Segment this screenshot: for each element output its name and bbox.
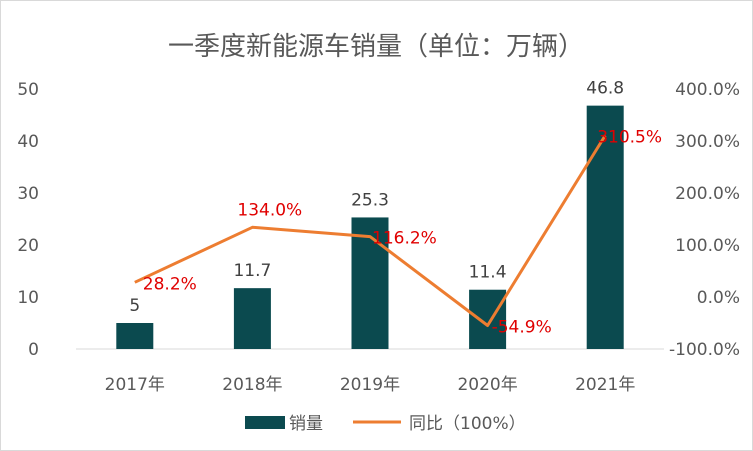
right-tick-label: -100.0% xyxy=(669,340,740,360)
bar xyxy=(586,105,624,349)
bar xyxy=(233,288,271,349)
x-tick-label: 2021年 xyxy=(575,375,635,395)
left-tick-label: 10 xyxy=(17,288,39,308)
left-tick-label: 0 xyxy=(28,340,39,360)
line-value-label: 28.2% xyxy=(143,274,197,294)
legend-swatch-bar xyxy=(245,416,285,429)
bar-value-label: 11.4 xyxy=(469,263,507,283)
bar-labels: 5 11.7 25.3 11.4 46.8 xyxy=(129,79,624,316)
bar xyxy=(469,289,507,349)
right-tick-label: 200.0% xyxy=(675,184,740,204)
left-tick-label: 50 xyxy=(17,80,39,100)
right-tick-label: 400.0% xyxy=(675,80,740,100)
bar-value-label: 25.3 xyxy=(351,190,389,210)
bar-series xyxy=(116,105,624,349)
bar-value-label: 11.7 xyxy=(233,261,271,281)
line-series xyxy=(134,134,607,327)
line-value-label: 116.2% xyxy=(372,229,437,249)
bar xyxy=(116,323,154,349)
x-tick-label: 2019年 xyxy=(340,375,400,395)
left-tick-label: 20 xyxy=(17,236,39,256)
line-value-label: 310.5% xyxy=(597,128,662,148)
bar xyxy=(351,217,389,349)
chart-title: 一季度新能源车销量（单位：万辆） xyxy=(168,32,584,62)
line-value-label: 134.0% xyxy=(237,200,302,220)
bar-value-label: 46.8 xyxy=(586,79,624,99)
right-tick-label: 100.0% xyxy=(675,236,740,256)
x-axis: 2017年 2018年 2019年 2020年 2021年 xyxy=(105,375,636,395)
legend-label-line: 同比（100%） xyxy=(409,414,526,434)
legend: 销量 同比（100%） xyxy=(245,414,526,434)
right-tick-label: 0.0% xyxy=(697,288,740,308)
legend-label-bar: 销量 xyxy=(289,414,323,434)
left-tick-label: 40 xyxy=(17,132,39,152)
x-tick-label: 2018年 xyxy=(222,375,282,395)
left-axis: 0 10 20 30 40 50 xyxy=(17,80,39,360)
x-tick-label: 2020年 xyxy=(457,375,517,395)
x-tick-label: 2017年 xyxy=(105,375,165,395)
right-tick-label: 300.0% xyxy=(675,132,740,152)
line-labels: 28.2% 134.0% 116.2% -54.9% 310.5% xyxy=(143,128,662,338)
left-tick-label: 30 xyxy=(17,184,39,204)
bar-value-label: 5 xyxy=(129,296,140,316)
right-axis: -100.0% 0.0% 100.0% 200.0% 300.0% 400.0% xyxy=(669,80,740,360)
line-value-label: -54.9% xyxy=(492,318,552,338)
